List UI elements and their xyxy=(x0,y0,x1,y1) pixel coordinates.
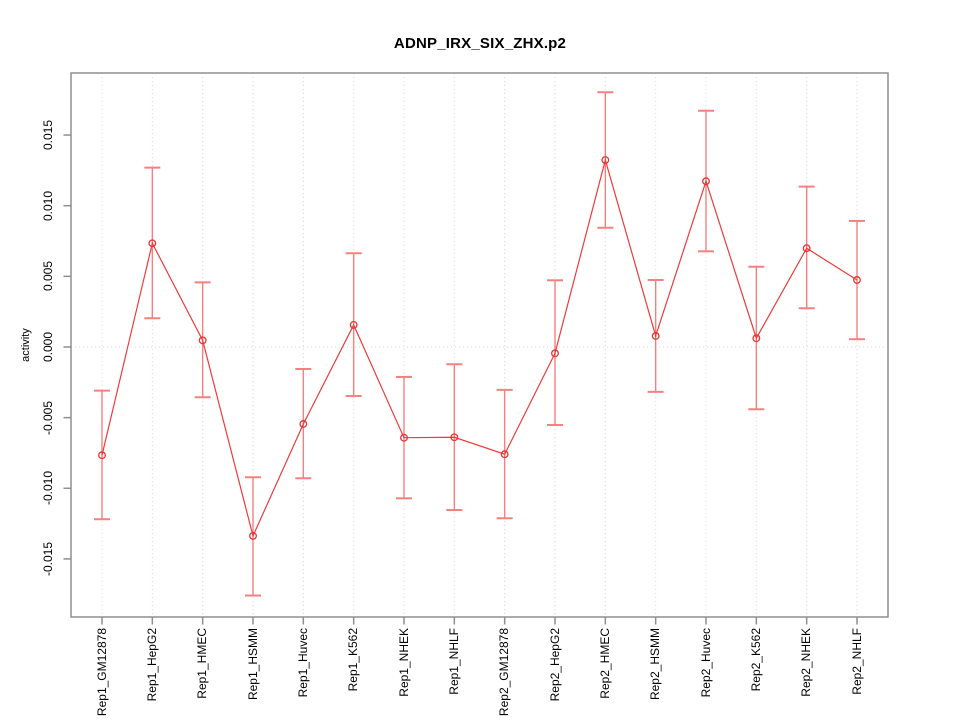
data-point xyxy=(500,450,509,459)
series-line xyxy=(101,157,858,538)
x-tick-label: Rep1_NHLF xyxy=(446,628,461,695)
x-tick-label: Rep1_HepG2 xyxy=(144,628,159,702)
data-point xyxy=(98,451,106,460)
data-point xyxy=(752,334,761,343)
x-tick-label: Rep2_NHEK xyxy=(799,628,814,697)
chart-title: ADNP_IRX_SIX_ZHX.p2 xyxy=(393,35,567,52)
y-tick-label: -0.015 xyxy=(41,541,55,576)
data-point xyxy=(802,244,811,253)
data-point xyxy=(400,433,408,442)
data-point xyxy=(853,276,861,284)
x-tick-label: Rep1_HSMM xyxy=(245,628,260,701)
x-tick-label: Rep2_NHLF xyxy=(849,628,864,695)
y-tick-label: 0.000 xyxy=(41,331,55,362)
data-point xyxy=(349,320,358,329)
x-tick-label: Rep2_HMEC xyxy=(597,628,612,699)
data-point xyxy=(299,420,308,428)
x-tick-label: Rep2_GM12878 xyxy=(497,628,512,717)
y-tick-label: 0.005 xyxy=(41,261,55,292)
data-point xyxy=(148,239,157,248)
data-point xyxy=(702,177,710,186)
x-tick-label: Rep1_GM12878 xyxy=(94,628,109,717)
x-tick-label: Rep2_HSMM xyxy=(648,628,663,701)
x-tick-label: Rep2_HepG2 xyxy=(547,628,562,702)
y-tick-label: 0.010 xyxy=(41,190,55,221)
data-point xyxy=(249,531,257,540)
x-tick-label: Rep2_K562 xyxy=(748,628,763,692)
x-tick-label: Rep1_Huvec xyxy=(295,628,310,698)
y-tick-label: 0.015 xyxy=(41,120,55,151)
data-point xyxy=(198,336,207,345)
x-tick-label: Rep2_Huvec xyxy=(698,628,713,698)
x-tick-label: Rep1_K562 xyxy=(346,628,361,692)
data-point xyxy=(551,349,559,358)
data-point xyxy=(450,433,459,442)
y-tick-label: -0.010 xyxy=(41,471,55,506)
x-tick-label: Rep1_HMEC xyxy=(195,628,210,699)
x-tick-label: Rep1_NHEK xyxy=(396,628,411,697)
plot-frame xyxy=(70,72,889,618)
data-point xyxy=(601,156,610,164)
y-tick-label: -0.005 xyxy=(41,400,55,435)
data-point xyxy=(651,332,660,340)
